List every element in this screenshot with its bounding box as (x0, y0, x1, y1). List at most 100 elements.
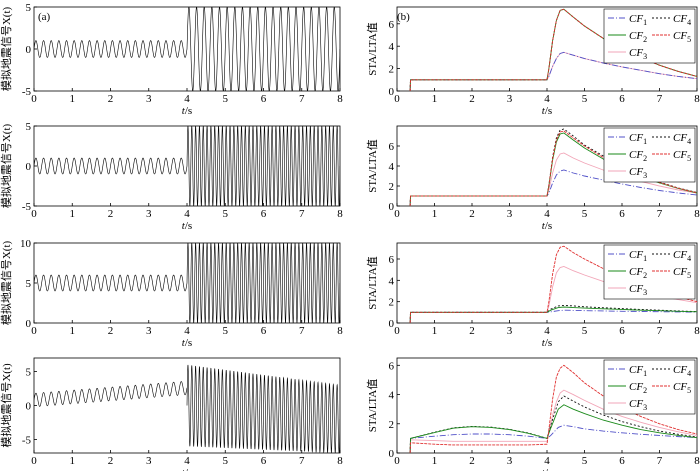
panel-b3-legend-label-cf5-base: CF (673, 266, 687, 278)
panel-b4-xtick-label-7: 7 (657, 455, 663, 467)
panel-b2-xtick-label-2: 2 (469, 208, 475, 220)
panel-a1-xtick-label-1: 1 (70, 93, 76, 105)
panel-a1-ylabel: 模拟地震信号X(t) (0, 7, 13, 92)
panel-a2-signal-segment-0 (34, 157, 188, 175)
panel-a2-xtick-label-1: 1 (70, 208, 76, 220)
panel-b1-xtick-label-4: 4 (544, 93, 550, 105)
panel-b3-legend-label-cf2-sub: 2 (643, 271, 647, 280)
panel-a2-xlabel-unit: /s (185, 220, 192, 232)
panel-a2-ylabel: 模拟地震信号X(t) (0, 124, 13, 209)
panel-b4-ytick-label-1: 2 (389, 419, 395, 431)
panel-a3-xtick-label-5: 5 (223, 325, 229, 337)
panel-b2-legend-label-cf2-sub: 2 (643, 154, 647, 163)
panel-b3-ylabel: STA/LTA值 (366, 256, 379, 309)
panel-b3-xtick-label-6: 6 (619, 325, 625, 337)
panel-b1-legend-label-cf4-base: CF (673, 13, 687, 25)
panel-a2-ytick-label-0: -5 (22, 201, 32, 213)
panel-a1-xtick-label-7: 7 (299, 93, 305, 105)
panel-b2-ytick-label-1: 2 (389, 181, 395, 193)
panel-b3-xtick-label-8: 8 (694, 325, 700, 337)
panel-b1-legend-label-cf1-sub: 1 (643, 18, 647, 27)
panel-a3-xtick-label-6: 6 (261, 325, 267, 337)
panel-b1-legend-label-cf5: CF5 (673, 30, 691, 44)
panel-b4-xlabel-unit: /s (545, 467, 552, 471)
panel-a2-xtick-label-5: 5 (223, 208, 229, 220)
panel-a2-xtick-label-8: 8 (337, 208, 343, 220)
panel-a4-ytick-label-0: -5 (22, 434, 32, 446)
panel-a3-xtick-label-0: 0 (31, 325, 37, 337)
panel-b1-xlabel-var: t (542, 105, 546, 117)
panel-b3-legend-label-cf3: CF3 (629, 283, 647, 297)
panel-b3-xtick-label-5: 5 (582, 325, 588, 337)
panel-b1-xtick-label-1: 1 (432, 93, 438, 105)
panel-a4-ylabel: 模拟地震信号X(t) (0, 363, 13, 448)
panel-b1-xlabel-unit: /s (545, 105, 552, 117)
panel-a1-signal-segment-0 (34, 40, 188, 58)
panel-a3-ytick-label-2: 10 (20, 238, 32, 250)
panel-b1-xtick-label-0: 0 (394, 93, 400, 105)
panel-a1-xlabel-unit: /s (185, 105, 192, 117)
panel-b4-legend-label-cf3-sub: 3 (643, 403, 647, 412)
panel-b4-legend-label-cf2: CF2 (629, 381, 647, 395)
panel-b4-xtick-label-2: 2 (469, 455, 475, 467)
panel-b3-series-cf4 (409, 304, 698, 324)
panel-b3-xlabel-unit: /s (545, 337, 552, 349)
panel-b2-xtick-label-0: 0 (394, 208, 400, 220)
panel-a4-xtick-label-6: 6 (261, 455, 267, 467)
panel-b1-legend-label-cf2: CF2 (629, 30, 647, 44)
panel-b1-legend-label-cf4: CF4 (673, 13, 691, 27)
panel-b2-legend-label-cf5-base: CF (673, 149, 687, 161)
panel-b3-ytick-label-2: 4 (389, 275, 395, 287)
panel-b3-ytick-label-3: 6 (389, 254, 395, 266)
panel-b1-legend-label-cf5-base: CF (673, 30, 687, 42)
panel-b2-legend-label-cf3-base: CF (629, 166, 643, 178)
panel-b2-ytick-label-3: 6 (389, 141, 395, 153)
panel-a2-xtick-label-4: 4 (184, 208, 190, 220)
panel-a4-xtick-label-7: 7 (299, 455, 305, 467)
panel-b3-legend-label-cf1: CF1 (629, 249, 647, 263)
panel-a3-xlabel: t/s (182, 337, 192, 349)
panel-b2-xlabel-var: t (542, 220, 546, 232)
panel-b1-xtick-label-8: 8 (694, 93, 700, 105)
panel-b3-series-cf2 (409, 306, 698, 324)
panel-a3-xtick-label-3: 3 (146, 325, 152, 337)
panel-b1-xtick-label-3: 3 (507, 93, 513, 105)
panel-b3-legend-label-cf1-base: CF (629, 249, 643, 261)
panel-b2-legend-label-cf4-base: CF (673, 132, 687, 144)
panel-b4-legend-label-cf5-base: CF (673, 381, 687, 393)
panel-b4-series-cf5 (409, 364, 698, 454)
panel-b1-ylabel: STA/LTA值 (366, 22, 379, 75)
panel-b3-legend-label-cf3-sub: 3 (643, 288, 647, 297)
panel-b1-legend-label-cf3-base: CF (629, 47, 643, 59)
panel-a2-xlabel-var: t (182, 220, 186, 232)
panel-b2-legend-label-cf5-sub: 5 (687, 154, 691, 163)
panel-b2-legend-label-cf2: CF2 (629, 149, 647, 163)
panel-b2-legend-label-cf2-base: CF (629, 149, 643, 161)
panel-b3-legend-label-cf4-sub: 4 (687, 254, 691, 263)
panel-b3-xtick-label-0: 0 (394, 325, 400, 337)
panel-b1-legend-label-cf4-sub: 4 (687, 18, 691, 27)
panel-b1-ytick-label-2: 4 (389, 41, 395, 53)
panel-b3-legend-label-cf4-base: CF (673, 249, 687, 261)
panel-b4-series-cf2 (409, 404, 698, 454)
panel-b3-legend-label-cf5: CF5 (673, 266, 691, 280)
panel-a1-xtick-label-6: 6 (261, 93, 267, 105)
panel-b1-xtick-label-6: 6 (619, 93, 625, 105)
panel-b4-legend-label-cf4: CF4 (673, 364, 691, 378)
panel-b1-legend-label-cf3-sub: 3 (643, 52, 647, 61)
panel-b4-legend-label-cf5-sub: 5 (687, 386, 691, 395)
panel-b3-xlabel: t/s (542, 337, 552, 349)
panel-a2-signal-segment-1 (186, 126, 340, 206)
panel-label-b: (b) (397, 11, 410, 23)
panel-b1-ytick-label-0: 0 (389, 86, 395, 98)
panel-a4-xlabel-unit: /s (185, 467, 192, 471)
panel-a3-signal-segment-1 (186, 243, 340, 323)
panel-b4-legend-label-cf5: CF5 (673, 381, 691, 395)
panel-a3-ytick-label-0: 0 (26, 318, 32, 330)
panel-b4-ylabel: STA/LTA值 (366, 379, 379, 432)
panel-b1-legend-label-cf1: CF1 (629, 13, 647, 27)
panel-b3-ytick-label-1: 2 (389, 297, 395, 309)
